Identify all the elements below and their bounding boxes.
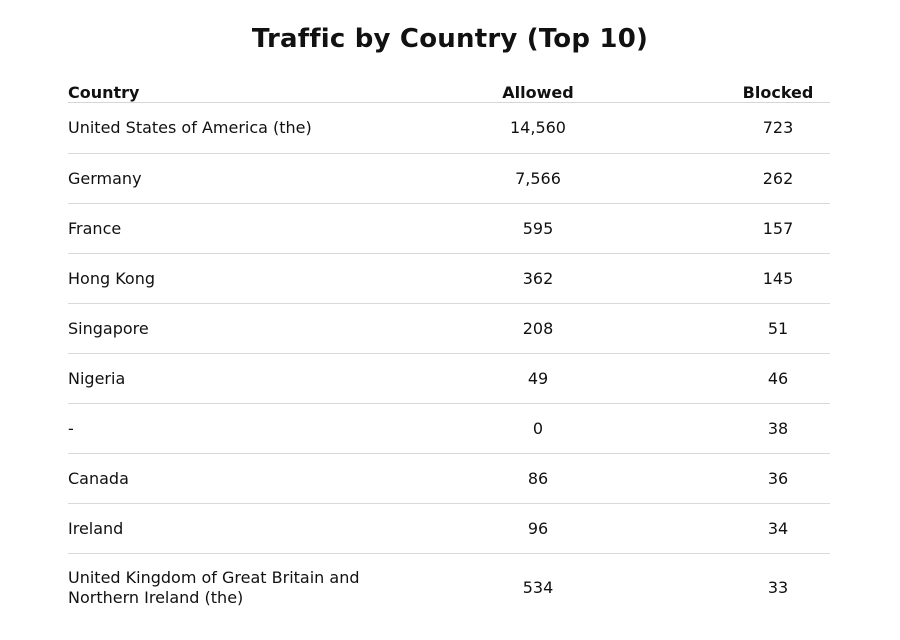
table-row: Singapore 208 51 (68, 304, 830, 354)
cell-blocked: 145 (656, 254, 830, 304)
cell-blocked: 46 (656, 354, 830, 404)
table-row: United Kingdom of Great Britain and Nort… (68, 554, 830, 623)
cell-country: Nigeria (68, 354, 420, 404)
cell-country: Ireland (68, 504, 420, 554)
cell-country: Hong Kong (68, 254, 420, 304)
cell-blocked: 723 (656, 103, 830, 154)
column-header-country: Country (68, 80, 420, 103)
cell-blocked: 157 (656, 204, 830, 254)
cell-blocked: 33 (656, 554, 830, 623)
cell-country: United Kingdom of Great Britain and Nort… (68, 554, 420, 623)
cell-allowed: 534 (420, 554, 656, 623)
cell-allowed: 49 (420, 354, 656, 404)
cell-allowed: 595 (420, 204, 656, 254)
cell-blocked: 262 (656, 154, 830, 204)
cell-blocked: 34 (656, 504, 830, 554)
cell-blocked: 36 (656, 454, 830, 504)
table-row: - 0 38 (68, 404, 830, 454)
cell-allowed: 0 (420, 404, 656, 454)
column-header-allowed: Allowed (420, 80, 656, 103)
cell-blocked: 51 (656, 304, 830, 354)
cell-country: France (68, 204, 420, 254)
cell-country: - (68, 404, 420, 454)
cell-country: Germany (68, 154, 420, 204)
traffic-table: Country Allowed Blocked United States of… (68, 80, 830, 622)
cell-blocked: 38 (656, 404, 830, 454)
table-row: Germany 7,566 262 (68, 154, 830, 204)
cell-allowed: 208 (420, 304, 656, 354)
table-row: Ireland 96 34 (68, 504, 830, 554)
page-title: Traffic by Country (Top 10) (0, 24, 900, 54)
cell-allowed: 86 (420, 454, 656, 504)
table-row: Canada 86 36 (68, 454, 830, 504)
table-header-row: Country Allowed Blocked (68, 80, 830, 103)
traffic-table-container: Country Allowed Blocked United States of… (68, 80, 830, 622)
table-row: France 595 157 (68, 204, 830, 254)
cell-allowed: 14,560 (420, 103, 656, 154)
cell-allowed: 96 (420, 504, 656, 554)
cell-allowed: 7,566 (420, 154, 656, 204)
cell-allowed: 362 (420, 254, 656, 304)
table-row: United States of America (the) 14,560 72… (68, 103, 830, 154)
cell-country: Singapore (68, 304, 420, 354)
table-row: Nigeria 49 46 (68, 354, 830, 404)
cell-country: Canada (68, 454, 420, 504)
cell-country: United States of America (the) (68, 103, 420, 154)
column-header-blocked: Blocked (656, 80, 830, 103)
table-row: Hong Kong 362 145 (68, 254, 830, 304)
